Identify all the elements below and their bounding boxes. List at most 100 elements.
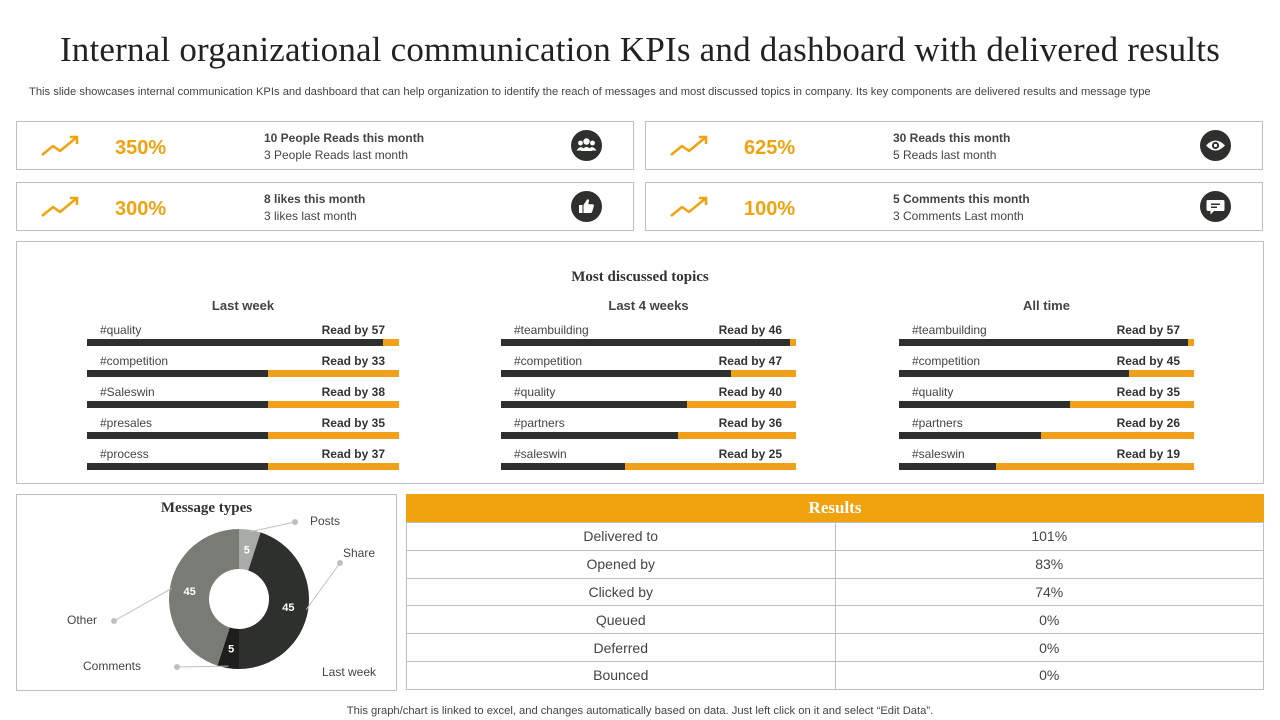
people-icon (571, 130, 602, 161)
topic-read-count: Read by 57 (1116, 323, 1180, 337)
topic-bar-fill (899, 370, 1130, 377)
results-value: 74% (834, 577, 1264, 607)
donut-category-label: Other (67, 613, 97, 627)
results-value: 0% (834, 605, 1264, 635)
topic-bar-fill (899, 401, 1071, 408)
donut-leader-dot (111, 618, 117, 624)
topic-read-count: Read by 26 (1116, 416, 1180, 430)
topic-read-count: Read by 19 (1116, 447, 1180, 461)
topic-bar (501, 432, 796, 439)
topic-bar (899, 432, 1194, 439)
topic-row: #presales Read by 35 (87, 416, 399, 440)
results-row: Queued 0% (406, 605, 1264, 635)
topic-row: #Saleswin Read by 38 (87, 385, 399, 409)
topic-bar (87, 370, 399, 377)
topic-tag: #presales (100, 416, 153, 430)
topics-column-heading: All time (1023, 298, 1070, 313)
results-row: Delivered to 101% (406, 522, 1264, 551)
topic-bar (899, 339, 1194, 346)
topic-row: #partners Read by 36 (501, 416, 796, 440)
kpi-previous: 5 Reads last month (893, 148, 997, 162)
topic-bar (501, 339, 796, 346)
topic-read-count: Read by 36 (718, 416, 782, 430)
kpi-card-comments: 100% 5 Comments this month 3 Comments La… (645, 182, 1263, 231)
footer-note: This graph/chart is linked to excel, and… (346, 705, 934, 717)
topic-bar-fill (501, 401, 687, 408)
eye-icon (1200, 130, 1231, 161)
topic-bar (87, 463, 399, 470)
kpi-percent: 300% (115, 198, 167, 220)
topic-row: #saleswin Read by 19 (899, 447, 1194, 471)
topic-tag: #quality (912, 385, 954, 399)
topic-bar (501, 401, 796, 408)
donut-slice-posts (239, 529, 261, 571)
results-value: 101% (834, 522, 1264, 551)
topic-bar-fill (501, 463, 625, 470)
topic-row: #teambuilding Read by 46 (501, 323, 796, 347)
trending-up-icon (670, 196, 708, 217)
message-types-title: Message types (160, 500, 253, 516)
topic-bar-fill (87, 463, 268, 470)
topic-row: #competition Read by 33 (87, 354, 399, 378)
donut-leader-line (113, 587, 173, 622)
topic-tag: #teambuilding (514, 323, 589, 337)
topic-tag: #quality (100, 323, 142, 337)
topic-bar-fill (87, 401, 268, 408)
topic-bar-fill (501, 370, 732, 377)
donut-value-label: 45 (183, 586, 195, 598)
donut-leader-dot (337, 560, 343, 566)
topic-row: #competition Read by 45 (899, 354, 1194, 378)
results-table: Delivered to 101% Opened by 83% Clicked by 74… (406, 522, 1264, 690)
topic-tag: #competition (514, 354, 583, 368)
topic-read-count: Read by 37 (321, 447, 385, 461)
message-types-donut-chart: 5 Posts 45 Share 5 Comments 45 Other (67, 514, 375, 673)
kpi-previous: 3 Comments Last month (893, 209, 1024, 223)
topic-bar-fill (87, 339, 384, 346)
results-label: Delivered to (406, 522, 836, 551)
results-value: 0% (834, 660, 1264, 690)
topic-tag: #teambuilding (912, 323, 987, 337)
donut-leader-dot (174, 664, 180, 670)
topic-read-count: Read by 46 (718, 323, 782, 337)
donut-leader-dot (292, 519, 298, 525)
topic-row: #quality Read by 40 (501, 385, 796, 409)
topic-bar-fill (899, 339, 1189, 346)
results-row: Clicked by 74% (406, 577, 1264, 607)
topics-column-heading: Last 4 weeks (608, 298, 689, 313)
message-types-panel: Message types 5 Posts 45 Share 5 Comments 45 Ot… (16, 494, 397, 691)
comment-icon (1200, 191, 1231, 222)
topic-tag: #quality (514, 385, 556, 399)
kpi-previous: 3 People Reads last month (264, 148, 409, 162)
topic-bar (87, 432, 399, 439)
donut-period-label: Last week (322, 665, 377, 679)
donut-slice-other (169, 529, 239, 666)
topic-row: #saleswin Read by 25 (501, 447, 796, 471)
topic-bar (501, 463, 796, 470)
topic-bar-fill (501, 432, 678, 439)
thumbs-up-icon (571, 191, 602, 222)
topic-read-count: Read by 57 (321, 323, 385, 337)
topic-bar (899, 463, 1194, 470)
kpi-card-reads: 625% 30 Reads this month 5 Reads last mo… (645, 121, 1263, 170)
donut-category-label: Posts (310, 514, 340, 528)
kpi-card-people-reads: 350% 10 People Reads this month 3 People… (16, 121, 634, 170)
kpi-previous: 3 likes last month (264, 209, 357, 223)
topic-row: #competition Read by 47 (501, 354, 796, 378)
kpi-percent: 625% (744, 137, 796, 159)
topic-tag: #partners (912, 416, 963, 430)
donut-leader-line (249, 521, 296, 533)
results-title: Results (406, 494, 1264, 522)
topic-row: #quality Read by 57 (87, 323, 399, 347)
topic-read-count: Read by 38 (321, 385, 385, 399)
topic-tag: #Saleswin (100, 385, 155, 399)
results-label: Opened by (406, 549, 836, 579)
topic-read-count: Read by 33 (321, 354, 385, 368)
page-subtitle: This slide showcases internal communicat… (29, 86, 1151, 98)
donut-value-label: 5 (228, 643, 234, 655)
trending-up-icon (41, 196, 79, 217)
topic-read-count: Read by 40 (718, 385, 782, 399)
kpi-percent: 100% (744, 198, 796, 220)
results-row: Deferred 0% (406, 633, 1264, 662)
results-label: Clicked by (406, 577, 836, 607)
topic-row: #teambuilding Read by 57 (899, 323, 1194, 347)
